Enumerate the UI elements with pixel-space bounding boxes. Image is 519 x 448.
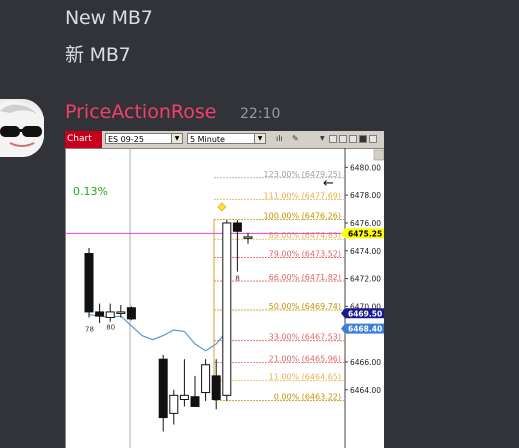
- candle-body: [95, 311, 105, 317]
- avatar-image: [0, 99, 44, 157]
- candle-body: [84, 253, 94, 313]
- author-name[interactable]: PriceActionRose: [65, 101, 217, 123]
- price-marker-tag: [341, 228, 384, 239]
- candle-body: [179, 394, 189, 400]
- interval-select-value: 5 Minute: [190, 135, 225, 144]
- fib-level-label: 0.00% (6463.22): [274, 393, 341, 402]
- dropdown-arrow-icon[interactable]: ▼: [320, 135, 325, 142]
- candle-body: [190, 396, 200, 407]
- arrow-left-icon: ←: [323, 176, 334, 191]
- fib-level-label: 50.00% (6469.74): [269, 302, 341, 311]
- moving-average-line: [88, 314, 228, 352]
- interval-select[interactable]: 5 Minute ▼: [187, 133, 266, 144]
- candle-body: [211, 375, 221, 400]
- fib-level-label: 66.00% (6471.82): [269, 273, 341, 282]
- scrollbar-button: [373, 149, 384, 161]
- window-tile-icon[interactable]: [329, 135, 337, 143]
- message-line-english: New MB7: [65, 7, 153, 29]
- candle-body: [243, 236, 253, 239]
- candle-body: [222, 222, 232, 396]
- avatar[interactable]: [0, 99, 44, 157]
- price-axis-label: 6470.00: [350, 302, 381, 311]
- signal-diamond-marker: [217, 202, 227, 212]
- chevron-down-icon: ▼: [171, 134, 182, 143]
- bar-chart-icon[interactable]: ılı: [276, 134, 283, 143]
- price-marker-tag: [341, 323, 384, 334]
- price-marker-label: 6469.50: [348, 309, 382, 318]
- price-axis-label: 6464.00: [350, 386, 381, 395]
- candle-body: [201, 364, 211, 394]
- window-minimize-icon[interactable]: [359, 135, 367, 143]
- price-axis-label: 6476.00: [350, 219, 381, 228]
- fib-level-label: 11.00% (6464.65): [269, 373, 341, 382]
- draw-tool-icon[interactable]: ✎: [292, 134, 299, 143]
- message-timestamp: 22:10: [240, 106, 281, 122]
- fib-level-label: 123.00% (6479.25): [264, 170, 341, 179]
- bar-label: 8: [235, 275, 239, 283]
- price-chart[interactable]: 0.13%150.00% (6482.77)123.00% (6479.25)1…: [65, 148, 384, 448]
- price-axis-label: 6472.00: [350, 275, 381, 284]
- symbol-select-value: ES 09-25: [108, 135, 144, 144]
- window-tile-icon[interactable]: [349, 135, 357, 143]
- fib-level-label: 100.00% (6476.26): [264, 211, 341, 220]
- chevron-down-icon: ▼: [254, 134, 265, 143]
- bar-label: 78: [85, 325, 94, 333]
- price-axis-label: 6480.00: [350, 163, 381, 172]
- candle-body: [105, 311, 115, 318]
- chart-window-label: Chart: [65, 131, 102, 148]
- bar-label: 80: [106, 324, 115, 332]
- message-line-chinese: 新 MB7: [65, 44, 131, 66]
- fib-level-label: 21.00% (6465.96): [269, 355, 341, 364]
- fib-level-label: 33.00% (6467.53): [269, 333, 341, 342]
- candle-body: [126, 307, 136, 320]
- price-axis-label: 6474.00: [350, 247, 381, 256]
- price-axis-label: 6466.00: [350, 358, 381, 367]
- symbol-select[interactable]: ES 09-25 ▼: [105, 133, 183, 144]
- candle-body: [169, 394, 179, 414]
- fib-level-label: 89.00% (6474.83): [269, 231, 341, 240]
- candle-body: [232, 222, 242, 232]
- price-axis-label: 6478.00: [350, 191, 381, 200]
- price-marker-label: 6468.40: [348, 325, 382, 334]
- candle-body: [158, 358, 168, 419]
- chart-screenshot[interactable]: Chart ES 09-25 ▼ 5 Minute ▼ ılı ✎ ▼ 0.13…: [65, 131, 384, 448]
- chart-toolbar: Chart ES 09-25 ▼ 5 Minute ▼ ılı ✎ ▼: [65, 131, 384, 149]
- window-restore-icon[interactable]: [369, 135, 377, 143]
- candle-body: [116, 311, 126, 314]
- change-percent-label: 0.13%: [73, 185, 108, 198]
- price-marker-label: 6475.25: [348, 229, 382, 238]
- fib-level-label: 111.00% (6477.69): [264, 191, 341, 200]
- window-tile-icon[interactable]: [339, 135, 347, 143]
- price-marker-tag: [341, 308, 384, 319]
- fib-level-label: 79.00% (6473.52): [269, 249, 341, 258]
